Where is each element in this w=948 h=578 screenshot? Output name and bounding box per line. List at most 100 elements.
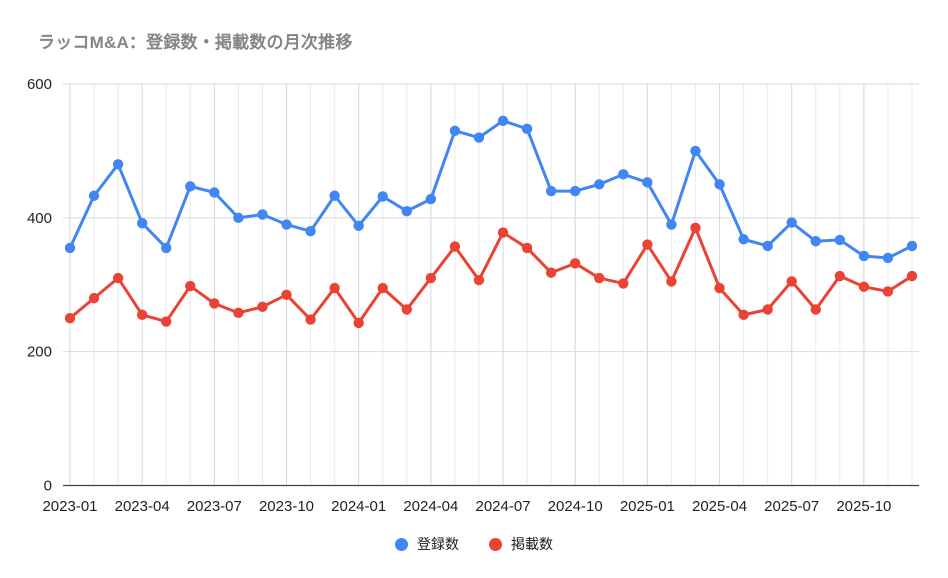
data-point[interactable] [257, 209, 268, 220]
chart-legend: 登録数 掲載数 [0, 534, 948, 554]
data-point[interactable] [738, 309, 749, 321]
data-point[interactable] [305, 314, 316, 325]
data-point[interactable] [329, 282, 340, 294]
data-point[interactable] [810, 236, 821, 247]
x-axis-tick-label: 2024-04 [403, 498, 458, 515]
data-point[interactable] [545, 185, 557, 197]
data-point[interactable] [281, 289, 292, 300]
data-point[interactable] [570, 258, 581, 269]
data-point[interactable] [88, 292, 100, 304]
data-point[interactable] [161, 242, 172, 254]
data-point[interactable] [762, 240, 773, 252]
data-point[interactable] [642, 239, 653, 250]
data-point[interactable] [618, 278, 629, 289]
data-point[interactable] [906, 240, 918, 252]
data-point[interactable] [858, 281, 870, 292]
data-point[interactable] [810, 304, 821, 315]
data-point[interactable] [473, 132, 485, 143]
data-point[interactable] [473, 274, 485, 286]
data-point[interactable] [112, 272, 124, 284]
data-point[interactable] [666, 276, 677, 287]
x-axis-tick-label: 2023-04 [115, 498, 170, 515]
data-point[interactable] [714, 282, 725, 294]
data-point[interactable] [64, 313, 76, 324]
data-point[interactable] [594, 272, 605, 284]
data-point[interactable] [353, 317, 364, 329]
data-point[interactable] [185, 280, 196, 292]
data-point[interactable] [257, 301, 268, 313]
data-point[interactable] [642, 177, 653, 188]
y-axis-tick-label: 400 [27, 210, 52, 227]
data-point[interactable] [497, 227, 509, 238]
data-point[interactable] [136, 309, 148, 321]
data-point[interactable] [209, 298, 220, 309]
data-point[interactable] [401, 304, 412, 315]
data-point[interactable] [545, 267, 557, 278]
data-point[interactable] [353, 220, 364, 232]
x-axis-tick-label: 2025-10 [836, 498, 891, 515]
legend-label: 掲載数 [511, 536, 553, 552]
data-point[interactable] [786, 276, 797, 287]
data-point[interactable] [401, 205, 412, 217]
data-point[interactable] [305, 226, 316, 237]
data-point[interactable] [64, 242, 76, 254]
y-axis-tick-label: 0 [44, 478, 52, 495]
data-point[interactable] [449, 125, 461, 137]
legend-swatch-icon [489, 537, 502, 551]
x-axis-tick-label: 2025-01 [620, 498, 675, 515]
data-point[interactable] [329, 190, 340, 201]
y-axis-tick-label: 600 [27, 76, 52, 93]
data-point[interactable] [906, 270, 918, 282]
data-point[interactable] [233, 212, 244, 224]
data-point[interactable] [521, 123, 533, 135]
data-point[interactable] [185, 181, 196, 192]
data-point[interactable] [618, 169, 629, 180]
data-point[interactable] [834, 234, 846, 246]
data-point[interactable] [377, 191, 388, 202]
data-point[interactable] [762, 304, 773, 315]
y-axis-tick-label: 200 [27, 344, 52, 361]
data-point[interactable] [786, 217, 797, 228]
data-point[interactable] [882, 286, 894, 297]
x-axis-tick-label: 2024-01 [331, 498, 386, 515]
x-axis-tick-label: 2023-07 [187, 498, 242, 515]
data-point[interactable] [209, 187, 220, 198]
legend-label: 登録数 [417, 536, 459, 552]
data-point[interactable] [377, 282, 388, 294]
data-point[interactable] [233, 307, 244, 319]
data-point[interactable] [161, 316, 172, 327]
data-point[interactable] [136, 217, 148, 229]
x-axis-tick-label: 2025-04 [692, 498, 747, 515]
data-point[interactable] [594, 179, 605, 190]
data-point[interactable] [858, 250, 870, 262]
data-point[interactable] [714, 179, 725, 190]
legend-item[interactable]: 掲載数 [489, 534, 553, 554]
x-axis-tick-label: 2023-10 [259, 498, 314, 515]
data-point[interactable] [882, 252, 894, 264]
data-point[interactable] [88, 190, 100, 201]
x-axis-tick-label: 2025-07 [764, 498, 819, 515]
data-point[interactable] [521, 242, 533, 254]
legend-item[interactable]: 登録数 [395, 534, 459, 554]
data-point[interactable] [112, 159, 124, 170]
data-point[interactable] [449, 241, 461, 252]
data-point[interactable] [666, 219, 677, 230]
data-point[interactable] [690, 222, 701, 234]
data-point[interactable] [281, 219, 292, 230]
data-point[interactable] [425, 272, 437, 284]
data-point[interactable] [497, 115, 509, 127]
x-axis-tick-label: 2024-07 [475, 498, 530, 515]
data-point[interactable] [834, 270, 846, 282]
chart-title: ラッコM&A：登録数・掲載数の月次推移 [38, 33, 353, 52]
series-line-listings [68, 226, 914, 325]
x-axis-tick-label: 2024-10 [548, 498, 603, 515]
data-point[interactable] [425, 193, 437, 205]
x-axis-tick-label: 2023-01 [42, 498, 97, 515]
data-point[interactable] [690, 145, 701, 157]
series-line-registrations [68, 119, 914, 260]
data-point[interactable] [570, 185, 581, 197]
legend-swatch-icon [395, 537, 408, 551]
data-point[interactable] [738, 234, 749, 245]
